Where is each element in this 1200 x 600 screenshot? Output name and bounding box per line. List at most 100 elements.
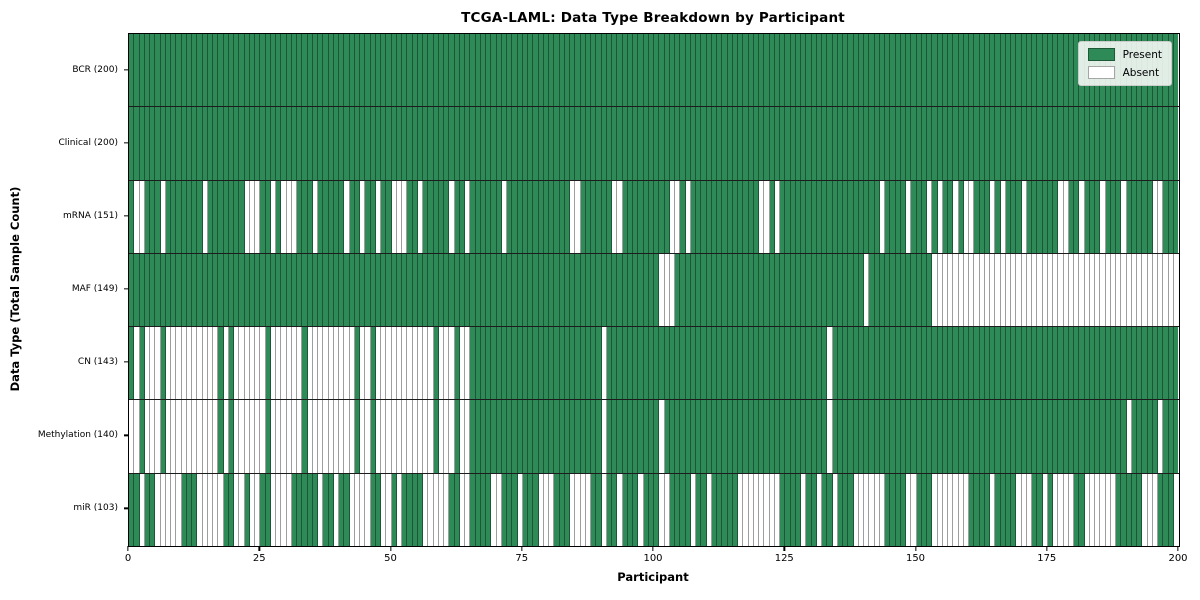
heatmap-cell bbox=[491, 473, 497, 546]
heatmap-cell bbox=[606, 34, 612, 107]
heatmap-cell bbox=[1152, 400, 1158, 473]
heatmap-cell bbox=[911, 34, 917, 107]
heatmap-cell bbox=[349, 473, 355, 546]
heatmap-cell bbox=[906, 327, 912, 400]
heatmap-cell bbox=[375, 34, 381, 107]
heatmap-cell bbox=[1005, 327, 1011, 400]
heatmap-cell bbox=[538, 327, 544, 400]
heatmap-cell bbox=[690, 180, 696, 253]
heatmap-cell bbox=[895, 180, 901, 253]
heatmap-cell bbox=[675, 327, 681, 400]
heatmap-cell bbox=[512, 253, 518, 327]
heatmap-cell bbox=[412, 180, 418, 253]
heatmap-cell bbox=[690, 400, 696, 473]
heatmap-cell bbox=[843, 253, 849, 327]
heatmap-cell bbox=[402, 253, 408, 327]
heatmap-cell bbox=[900, 253, 906, 327]
heatmap-cell bbox=[249, 253, 255, 327]
heatmap-cell bbox=[927, 327, 933, 400]
heatmap-cell bbox=[465, 34, 471, 107]
heatmap-cell bbox=[139, 473, 145, 546]
heatmap-cell bbox=[1053, 400, 1059, 473]
heatmap-cell bbox=[1079, 253, 1085, 327]
heatmap-cell bbox=[307, 400, 313, 473]
heatmap-cell bbox=[396, 107, 402, 180]
heatmap-cell bbox=[139, 107, 145, 180]
heatmap-cell bbox=[780, 400, 786, 473]
heatmap-cell bbox=[732, 327, 738, 400]
heatmap-cell bbox=[265, 253, 271, 327]
heatmap-cell bbox=[874, 34, 880, 107]
heatmap-cell bbox=[150, 327, 156, 400]
heatmap-cell bbox=[864, 253, 870, 327]
heatmap-cell bbox=[144, 253, 150, 327]
heatmap-cell bbox=[822, 107, 828, 180]
heatmap-cell bbox=[848, 473, 854, 546]
heatmap-cell bbox=[549, 107, 555, 180]
heatmap-cell bbox=[291, 34, 297, 107]
heatmap-cell bbox=[1142, 180, 1148, 253]
heatmap-cell bbox=[1011, 327, 1017, 400]
heatmap-cell bbox=[654, 107, 660, 180]
heatmap-cell bbox=[1047, 400, 1053, 473]
heatmap-cell bbox=[160, 400, 166, 473]
heatmap-cell bbox=[911, 327, 917, 400]
heatmap-cell bbox=[517, 327, 523, 400]
heatmap-cell bbox=[344, 107, 350, 180]
heatmap-cell bbox=[769, 327, 775, 400]
heatmap-cell bbox=[223, 473, 229, 546]
heatmap-cell bbox=[239, 107, 245, 180]
heatmap-cell bbox=[1026, 180, 1032, 253]
heatmap-cell bbox=[564, 400, 570, 473]
heatmap-cell bbox=[459, 253, 465, 327]
heatmap-cell bbox=[559, 180, 565, 253]
heatmap-cell bbox=[843, 400, 849, 473]
heatmap-cell bbox=[286, 400, 292, 473]
heatmap-cell bbox=[732, 34, 738, 107]
heatmap-cell bbox=[1126, 327, 1132, 400]
heatmap-cell bbox=[822, 400, 828, 473]
heatmap-cell bbox=[150, 400, 156, 473]
heatmap-cell bbox=[386, 473, 392, 546]
heatmap-cell bbox=[223, 34, 229, 107]
heatmap-cell bbox=[318, 34, 324, 107]
heatmap-cell bbox=[1068, 180, 1074, 253]
heatmap-cell bbox=[360, 400, 366, 473]
heatmap-cell bbox=[1032, 473, 1038, 546]
heatmap-cell bbox=[438, 107, 444, 180]
heatmap-cell bbox=[1032, 107, 1038, 180]
heatmap-cell bbox=[627, 107, 633, 180]
heatmap-cell bbox=[1063, 473, 1069, 546]
heatmap-cell bbox=[307, 473, 313, 546]
heatmap-cell bbox=[218, 253, 224, 327]
heatmap-cell bbox=[528, 400, 534, 473]
heatmap-cell bbox=[470, 400, 476, 473]
heatmap-cell bbox=[570, 253, 576, 327]
heatmap-cell bbox=[517, 253, 523, 327]
heatmap-cell bbox=[501, 107, 507, 180]
heatmap-cell bbox=[942, 327, 948, 400]
heatmap-cell bbox=[375, 253, 381, 327]
heatmap-cell bbox=[438, 34, 444, 107]
heatmap-cell bbox=[937, 34, 943, 107]
heatmap-cell bbox=[522, 253, 528, 327]
heatmap-cell bbox=[953, 473, 959, 546]
heatmap-cell bbox=[916, 180, 922, 253]
heatmap-cell bbox=[1100, 400, 1106, 473]
heatmap-cell bbox=[297, 473, 303, 546]
heatmap-cell bbox=[281, 327, 287, 400]
heatmap-cell bbox=[454, 107, 460, 180]
heatmap-cell bbox=[1168, 253, 1174, 327]
heatmap-cell bbox=[297, 400, 303, 473]
heatmap-cell bbox=[696, 34, 702, 107]
heatmap-cell bbox=[428, 473, 434, 546]
heatmap-cell bbox=[711, 253, 717, 327]
heatmap-cell bbox=[176, 180, 182, 253]
heatmap-cell bbox=[496, 107, 502, 180]
heatmap-cell bbox=[953, 400, 959, 473]
heatmap-cell bbox=[522, 473, 528, 546]
heatmap-cell bbox=[633, 400, 639, 473]
heatmap-cell bbox=[265, 473, 271, 546]
heatmap-cell bbox=[507, 327, 513, 400]
heatmap-cell bbox=[150, 473, 156, 546]
